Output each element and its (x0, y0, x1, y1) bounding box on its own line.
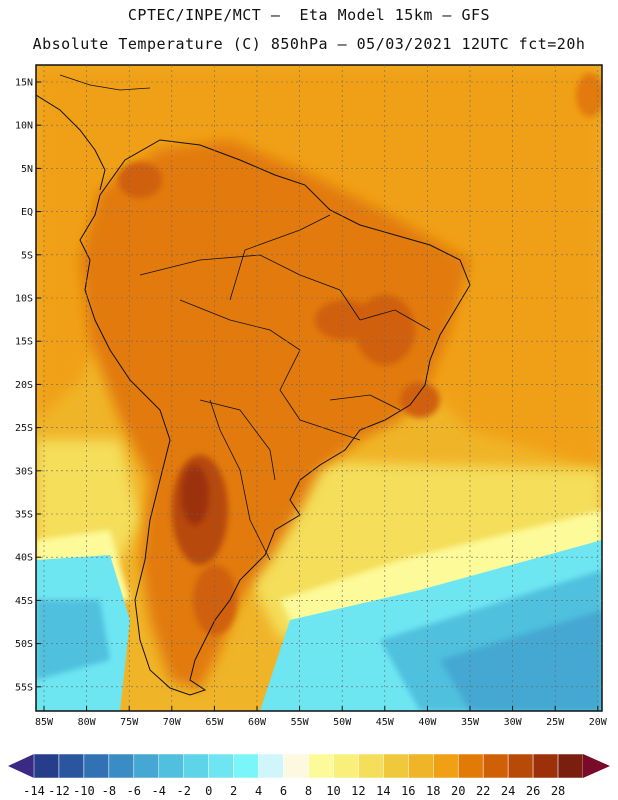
colorbar-swatch (507, 753, 534, 779)
colorbar-label: 14 (376, 784, 390, 798)
lat-tick-label: 5S (21, 250, 33, 261)
colorbar-label: 6 (280, 784, 287, 798)
colorbar-swatch (283, 753, 309, 779)
lat-tick-label: 35S (15, 510, 33, 521)
longitude-labels: 85W 80W 75W 70W 65W 60W 55W 50W 45W 40W 35W 30W 25W 2… (35, 717, 608, 728)
colorbar-label: 28 (551, 784, 565, 798)
lat-tick-label: 50S (15, 639, 33, 650)
lat-tick-label: EQ (21, 207, 33, 218)
colorbar-label: 10 (326, 784, 340, 798)
colorbar-swatch (433, 753, 459, 779)
lat-tick-label: 55S (15, 682, 33, 693)
colorbar-label: 24 (501, 784, 515, 798)
colorbar-swatch (333, 753, 359, 779)
lon-tick-label: 85W (35, 717, 54, 728)
chart-title-line1: CPTEC/INPE/MCT – Eta Model 15km – GFS (127, 6, 491, 24)
chart-title-line2: Absolute Temperature (C) 850hPa – 05/03/… (32, 35, 586, 53)
latitude-labels: 15N 10N 5N EQ 5S 10S 15S 20S 25S 30S 35S 40S 45S 50S 5… (15, 78, 33, 694)
temperature-field (36, 65, 602, 711)
lon-tick-label: 60W (248, 717, 267, 728)
colorbar-swatch (208, 753, 234, 779)
colorbar-swatch (108, 753, 135, 779)
colorbar-label: 22 (476, 784, 490, 798)
lon-tick-label: 30W (504, 717, 523, 728)
colorbar-swatch (58, 753, 85, 779)
colorbar-swatch (183, 753, 209, 779)
lon-tick-label: 80W (78, 717, 97, 728)
colorbar-swatch (557, 753, 584, 779)
lon-tick-label: 70W (163, 717, 182, 728)
lon-tick-label: 75W (120, 717, 139, 728)
lon-tick-label: 25W (546, 717, 565, 728)
colorbar-left-arrow (8, 754, 34, 778)
lat-tick-label: 10S (15, 294, 33, 305)
colorbar-swatch (233, 753, 259, 779)
colorbar-swatch (133, 753, 160, 779)
lat-tick-label: 15N (15, 78, 33, 89)
colorbar-label: -2 (177, 784, 191, 798)
colorbar-swatch (358, 753, 384, 779)
lon-tick-label: 40W (418, 717, 437, 728)
colorbar-label: -6 (127, 784, 141, 798)
colorbar-label: 12 (351, 784, 365, 798)
lat-tick-label: 20S (15, 380, 33, 391)
lon-tick-label: 55W (291, 717, 310, 728)
lon-tick-label: 20W (589, 717, 608, 728)
colorbar-label: 20 (451, 784, 465, 798)
colorbar-label: -14 (23, 784, 45, 798)
lon-tick-label: 35W (461, 717, 480, 728)
colorbar-label: -8 (102, 784, 116, 798)
colorbar-label: 2 (230, 784, 237, 798)
graticule (36, 65, 602, 711)
colorbar-swatch (33, 753, 60, 779)
colorbar-swatch (158, 753, 184, 779)
colorbar-swatch (258, 753, 284, 779)
lat-tick-label: 45S (15, 596, 33, 607)
colorbar-swatch (532, 753, 559, 779)
colorbar-swatch (383, 753, 409, 779)
colorbar-swatch (83, 753, 110, 779)
colorbar-swatch (408, 753, 434, 779)
colorbar-swatch (457, 753, 484, 779)
lon-tick-label: 65W (205, 717, 224, 728)
lat-tick-label: 30S (15, 466, 33, 477)
lon-tick-label: 50W (333, 717, 352, 728)
colorbar-swatch (482, 753, 509, 779)
lat-tick-label: 15S (15, 337, 33, 348)
lat-tick-label: 25S (15, 423, 33, 434)
colorbar-label: 4 (255, 784, 262, 798)
colorbar-label: 16 (401, 784, 415, 798)
colorbar: -14 -12 -10 -8 -6 -4 -2 0 2 4 6 8 10 12 14 16 18 20 22 24 26… (8, 753, 610, 798)
colorbar-swatch (308, 753, 334, 779)
colorbar-label: 8 (305, 784, 312, 798)
lat-tick-label: 5N (21, 164, 33, 175)
colorbar-label: 26 (526, 784, 540, 798)
lat-tick-label: 10N (15, 121, 33, 132)
colorbar-label: -10 (73, 784, 95, 798)
lat-tick-label: 40S (15, 553, 33, 564)
colorbar-label: -12 (48, 784, 70, 798)
lon-tick-label: 45W (376, 717, 395, 728)
colorbar-label: 0 (205, 784, 212, 798)
colorbar-right-arrow (583, 754, 610, 778)
colorbar-label: 18 (426, 784, 440, 798)
colorbar-label: -4 (152, 784, 166, 798)
map-frame (35, 64, 603, 712)
